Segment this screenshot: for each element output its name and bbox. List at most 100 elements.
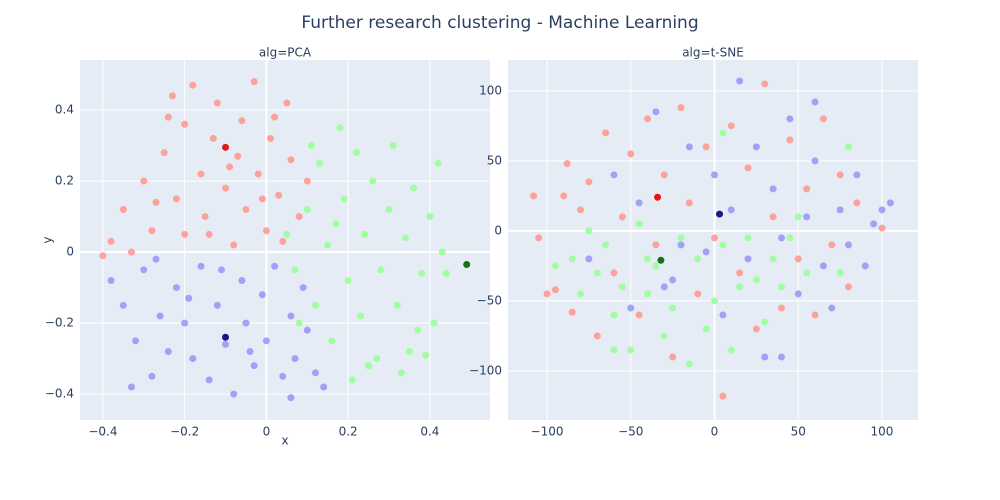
data-point [316, 159, 324, 167]
data-point [769, 255, 777, 263]
data-point [140, 177, 148, 185]
data-point [258, 195, 266, 203]
data-point [627, 346, 635, 354]
data-point [803, 269, 811, 277]
data-point [250, 78, 258, 86]
data-point [577, 206, 585, 214]
data-point [577, 290, 585, 298]
y-tick-label: −0.4 [45, 387, 74, 401]
data-point [152, 198, 160, 206]
data-point [426, 213, 434, 221]
data-point [761, 80, 769, 88]
data-point [744, 234, 752, 242]
data-point [287, 394, 295, 402]
data-point [685, 360, 693, 368]
y-tick-label: −50 [477, 293, 502, 307]
data-point [836, 171, 844, 179]
data-point [303, 326, 311, 334]
x-tick-label: 0.4 [420, 425, 439, 439]
subplot-title: alg=PCA [259, 46, 312, 60]
x-tick-label: 0 [263, 425, 271, 439]
data-point [442, 269, 450, 277]
data-point [803, 213, 811, 221]
data-point [434, 159, 442, 167]
data-point [189, 81, 197, 89]
data-point [303, 177, 311, 185]
data-point [222, 340, 230, 348]
data-point [401, 234, 409, 242]
data-point [736, 77, 744, 85]
data-point [356, 312, 364, 320]
data-point [148, 227, 156, 235]
data-point [786, 234, 794, 242]
data-point [271, 262, 279, 270]
data-point [393, 301, 401, 309]
data-point [736, 269, 744, 277]
data-point [551, 262, 559, 270]
data-point [786, 115, 794, 123]
data-point [593, 269, 601, 277]
data-point [627, 150, 635, 158]
data-point [635, 311, 643, 319]
data-point [719, 311, 727, 319]
data-point [197, 170, 205, 178]
data-point [324, 241, 332, 249]
data-point [385, 205, 393, 213]
data-point [836, 206, 844, 214]
data-point [311, 369, 319, 377]
chart-title: Further research clustering - Machine Le… [301, 13, 698, 33]
data-point [348, 376, 356, 384]
data-point [389, 142, 397, 150]
data-point [853, 171, 861, 179]
data-point [107, 276, 115, 284]
data-point [551, 286, 559, 294]
y-tick-label: −100 [469, 363, 502, 377]
data-point [422, 351, 430, 359]
data-point [585, 227, 593, 235]
data-point [853, 199, 861, 207]
data-point [761, 353, 769, 361]
data-point [140, 266, 148, 274]
data-point [172, 195, 180, 203]
data-point [602, 129, 610, 137]
data-point [397, 369, 405, 377]
data-point [602, 241, 610, 249]
data-point [119, 301, 127, 309]
data-point [593, 332, 601, 340]
data-point [238, 117, 246, 125]
data-point [794, 213, 802, 221]
data-point [669, 276, 677, 284]
data-point [172, 284, 180, 292]
data-point [283, 99, 291, 107]
data-point [287, 156, 295, 164]
data-point [164, 347, 172, 355]
data-point [685, 199, 693, 207]
data-point [213, 99, 221, 107]
data-point [295, 213, 303, 221]
data-point [660, 332, 668, 340]
data-point [279, 237, 287, 245]
x-tick-label: −50 [618, 425, 643, 439]
data-point [205, 376, 213, 384]
data-point [352, 149, 360, 157]
data-point [727, 122, 735, 130]
data-point [644, 255, 652, 263]
data-point [410, 184, 418, 192]
data-point [181, 120, 189, 128]
data-point [878, 224, 886, 232]
data-point [201, 213, 209, 221]
data-point [373, 355, 381, 363]
data-point [657, 256, 665, 264]
data-point [669, 353, 677, 361]
data-point [778, 234, 786, 242]
data-point [786, 136, 794, 144]
data-point [694, 255, 702, 263]
data-point [217, 266, 225, 274]
data-point [644, 290, 652, 298]
data-point [156, 312, 164, 320]
data-point [769, 213, 777, 221]
x-tick-label: −0.2 [170, 425, 199, 439]
data-point [870, 220, 878, 228]
data-point [711, 171, 719, 179]
